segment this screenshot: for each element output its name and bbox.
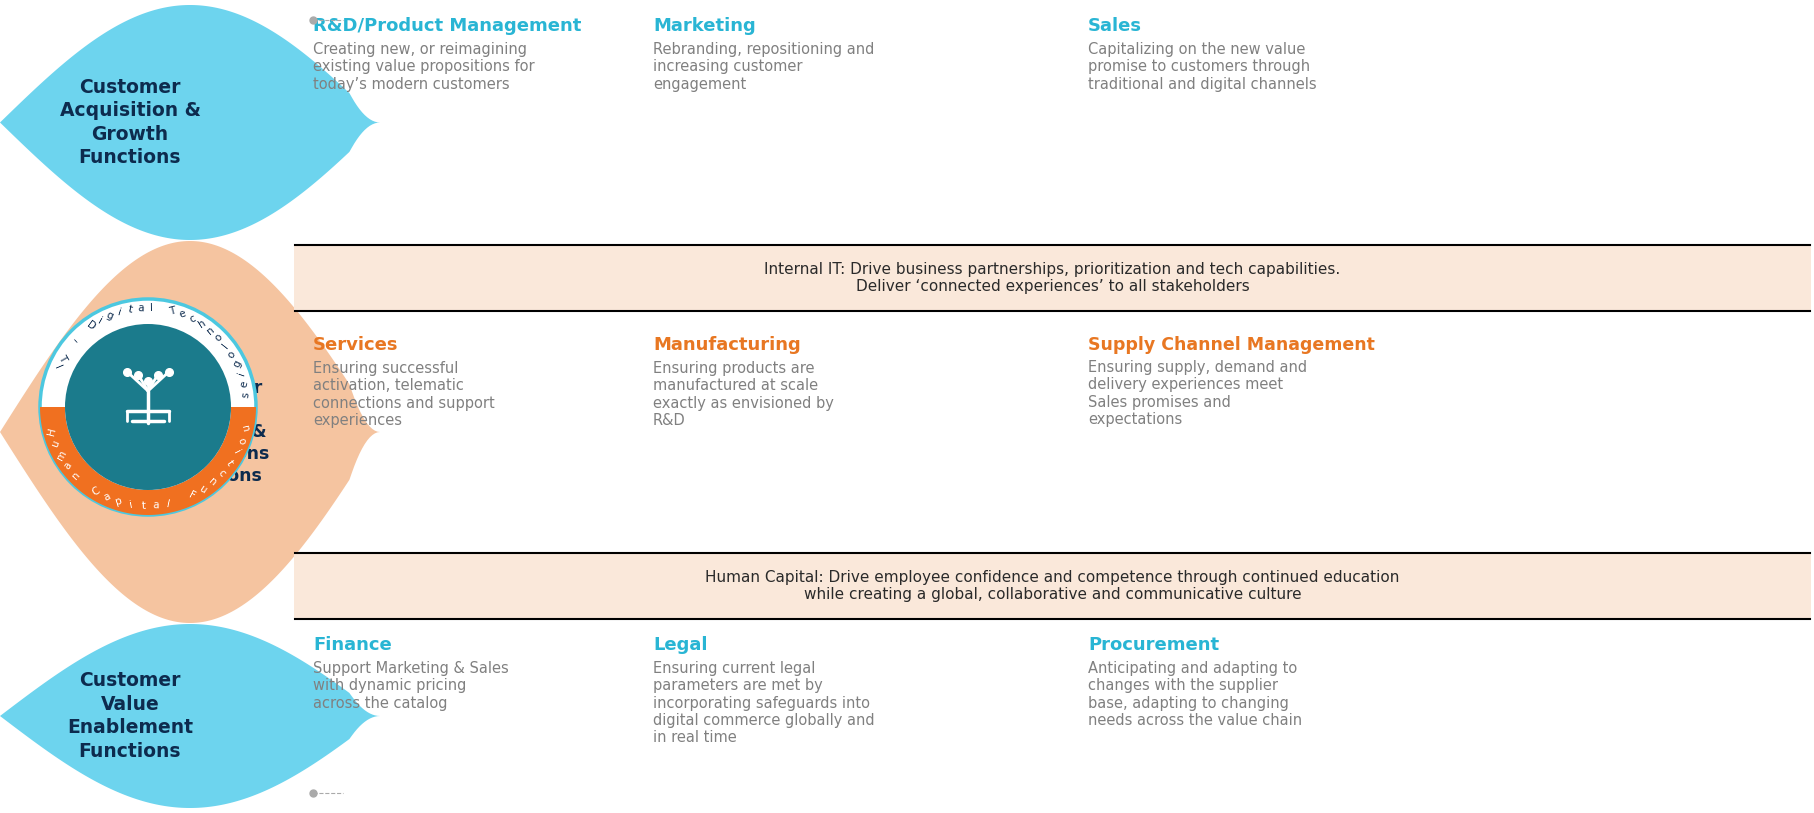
Text: Customer
Value
Enablement
Functions: Customer Value Enablement Functions xyxy=(67,672,192,761)
Text: n: n xyxy=(239,424,250,433)
Text: a: a xyxy=(102,491,112,503)
Text: Creating new, or reimagining
existing value propositions for
today’s modern cust: Creating new, or reimagining existing va… xyxy=(314,41,535,92)
Text: a: a xyxy=(136,303,143,314)
Text: I: I xyxy=(53,364,62,371)
Text: e: e xyxy=(239,380,250,389)
Text: l: l xyxy=(165,498,171,509)
Text: Ensuring current legal
parameters are met by
incorporating safeguards into
digit: Ensuring current legal parameters are me… xyxy=(653,661,874,746)
Text: T: T xyxy=(169,306,176,317)
Text: Procurement: Procurement xyxy=(1088,636,1219,654)
Text: F: F xyxy=(187,490,198,502)
Text: Marketing: Marketing xyxy=(653,17,756,35)
Polygon shape xyxy=(0,5,379,240)
Polygon shape xyxy=(40,407,256,515)
Text: Supply Channel Management: Supply Channel Management xyxy=(1088,336,1375,354)
Text: Support Marketing & Sales
with dynamic pricing
across the catalog: Support Marketing & Sales with dynamic p… xyxy=(314,661,508,711)
Text: l: l xyxy=(149,303,152,313)
Text: c: c xyxy=(189,313,198,324)
Text: Services: Services xyxy=(314,336,399,354)
Text: Rebranding, repositioning and
increasing customer
engagement: Rebranding, repositioning and increasing… xyxy=(653,41,874,92)
Text: Internal IT: Drive business partnerships, prioritization and tech capabilities.
: Internal IT: Drive business partnerships… xyxy=(764,262,1341,294)
Polygon shape xyxy=(0,624,379,808)
Text: Sales: Sales xyxy=(1088,17,1143,35)
Text: e: e xyxy=(178,308,187,320)
Text: R&D/Product Management: R&D/Product Management xyxy=(314,17,580,35)
Text: g: g xyxy=(103,310,114,322)
Text: n: n xyxy=(71,469,82,481)
Text: i: i xyxy=(116,307,122,317)
Text: i: i xyxy=(96,315,103,326)
Text: p: p xyxy=(114,496,123,507)
Text: –: – xyxy=(69,335,80,346)
Text: o: o xyxy=(227,349,238,359)
Text: Customer
Value
Delivery &
Operations
Functions: Customer Value Delivery & Operations Fun… xyxy=(161,379,268,485)
Text: Capitalizing on the new value
promise to customers through
traditional and digit: Capitalizing on the new value promise to… xyxy=(1088,41,1317,92)
Text: c: c xyxy=(216,467,227,478)
Text: D: D xyxy=(85,320,96,333)
Text: Finance: Finance xyxy=(314,636,392,654)
Text: h: h xyxy=(196,318,207,330)
Text: Legal: Legal xyxy=(653,636,707,654)
Circle shape xyxy=(40,299,256,515)
Text: i: i xyxy=(230,449,241,456)
Text: n: n xyxy=(207,476,219,488)
Text: u: u xyxy=(51,439,62,449)
Text: Manufacturing: Manufacturing xyxy=(653,336,800,354)
Text: C: C xyxy=(91,485,102,498)
FancyBboxPatch shape xyxy=(294,553,1810,619)
Text: H: H xyxy=(47,427,58,437)
Text: g: g xyxy=(230,359,243,369)
Text: T: T xyxy=(56,353,67,363)
Text: Human Capital: Drive employee confidence and competence through continued educat: Human Capital: Drive employee confidence… xyxy=(706,570,1400,602)
Text: l: l xyxy=(221,341,230,350)
Text: a: a xyxy=(62,460,74,471)
Text: o: o xyxy=(236,436,247,446)
Text: Ensuring products are
manufactured at scale
exactly as envisioned by
R&D: Ensuring products are manufactured at sc… xyxy=(653,361,834,428)
Text: o: o xyxy=(212,332,225,343)
Circle shape xyxy=(65,324,230,490)
Text: i: i xyxy=(236,371,247,376)
Text: n: n xyxy=(205,324,216,337)
Text: t: t xyxy=(127,304,132,315)
Text: m: m xyxy=(54,448,69,462)
Text: t: t xyxy=(225,459,236,467)
Text: Ensuring successful
activation, telematic
connections and support
experiences: Ensuring successful activation, telemati… xyxy=(314,361,495,428)
Text: a: a xyxy=(152,501,160,511)
Text: t: t xyxy=(141,501,145,511)
Polygon shape xyxy=(0,241,379,623)
Text: i: i xyxy=(129,499,132,510)
Text: Customer
Acquisition &
Growth
Functions: Customer Acquisition & Growth Functions xyxy=(60,78,201,167)
Text: u: u xyxy=(198,484,209,495)
Text: Ensuring supply, demand and
delivery experiences meet
Sales promises and
expecta: Ensuring supply, demand and delivery exp… xyxy=(1088,359,1308,427)
Text: s: s xyxy=(241,391,252,398)
Text: Anticipating and adapting to
changes with the supplier
base, adapting to changin: Anticipating and adapting to changes wit… xyxy=(1088,661,1302,728)
FancyBboxPatch shape xyxy=(294,245,1810,311)
